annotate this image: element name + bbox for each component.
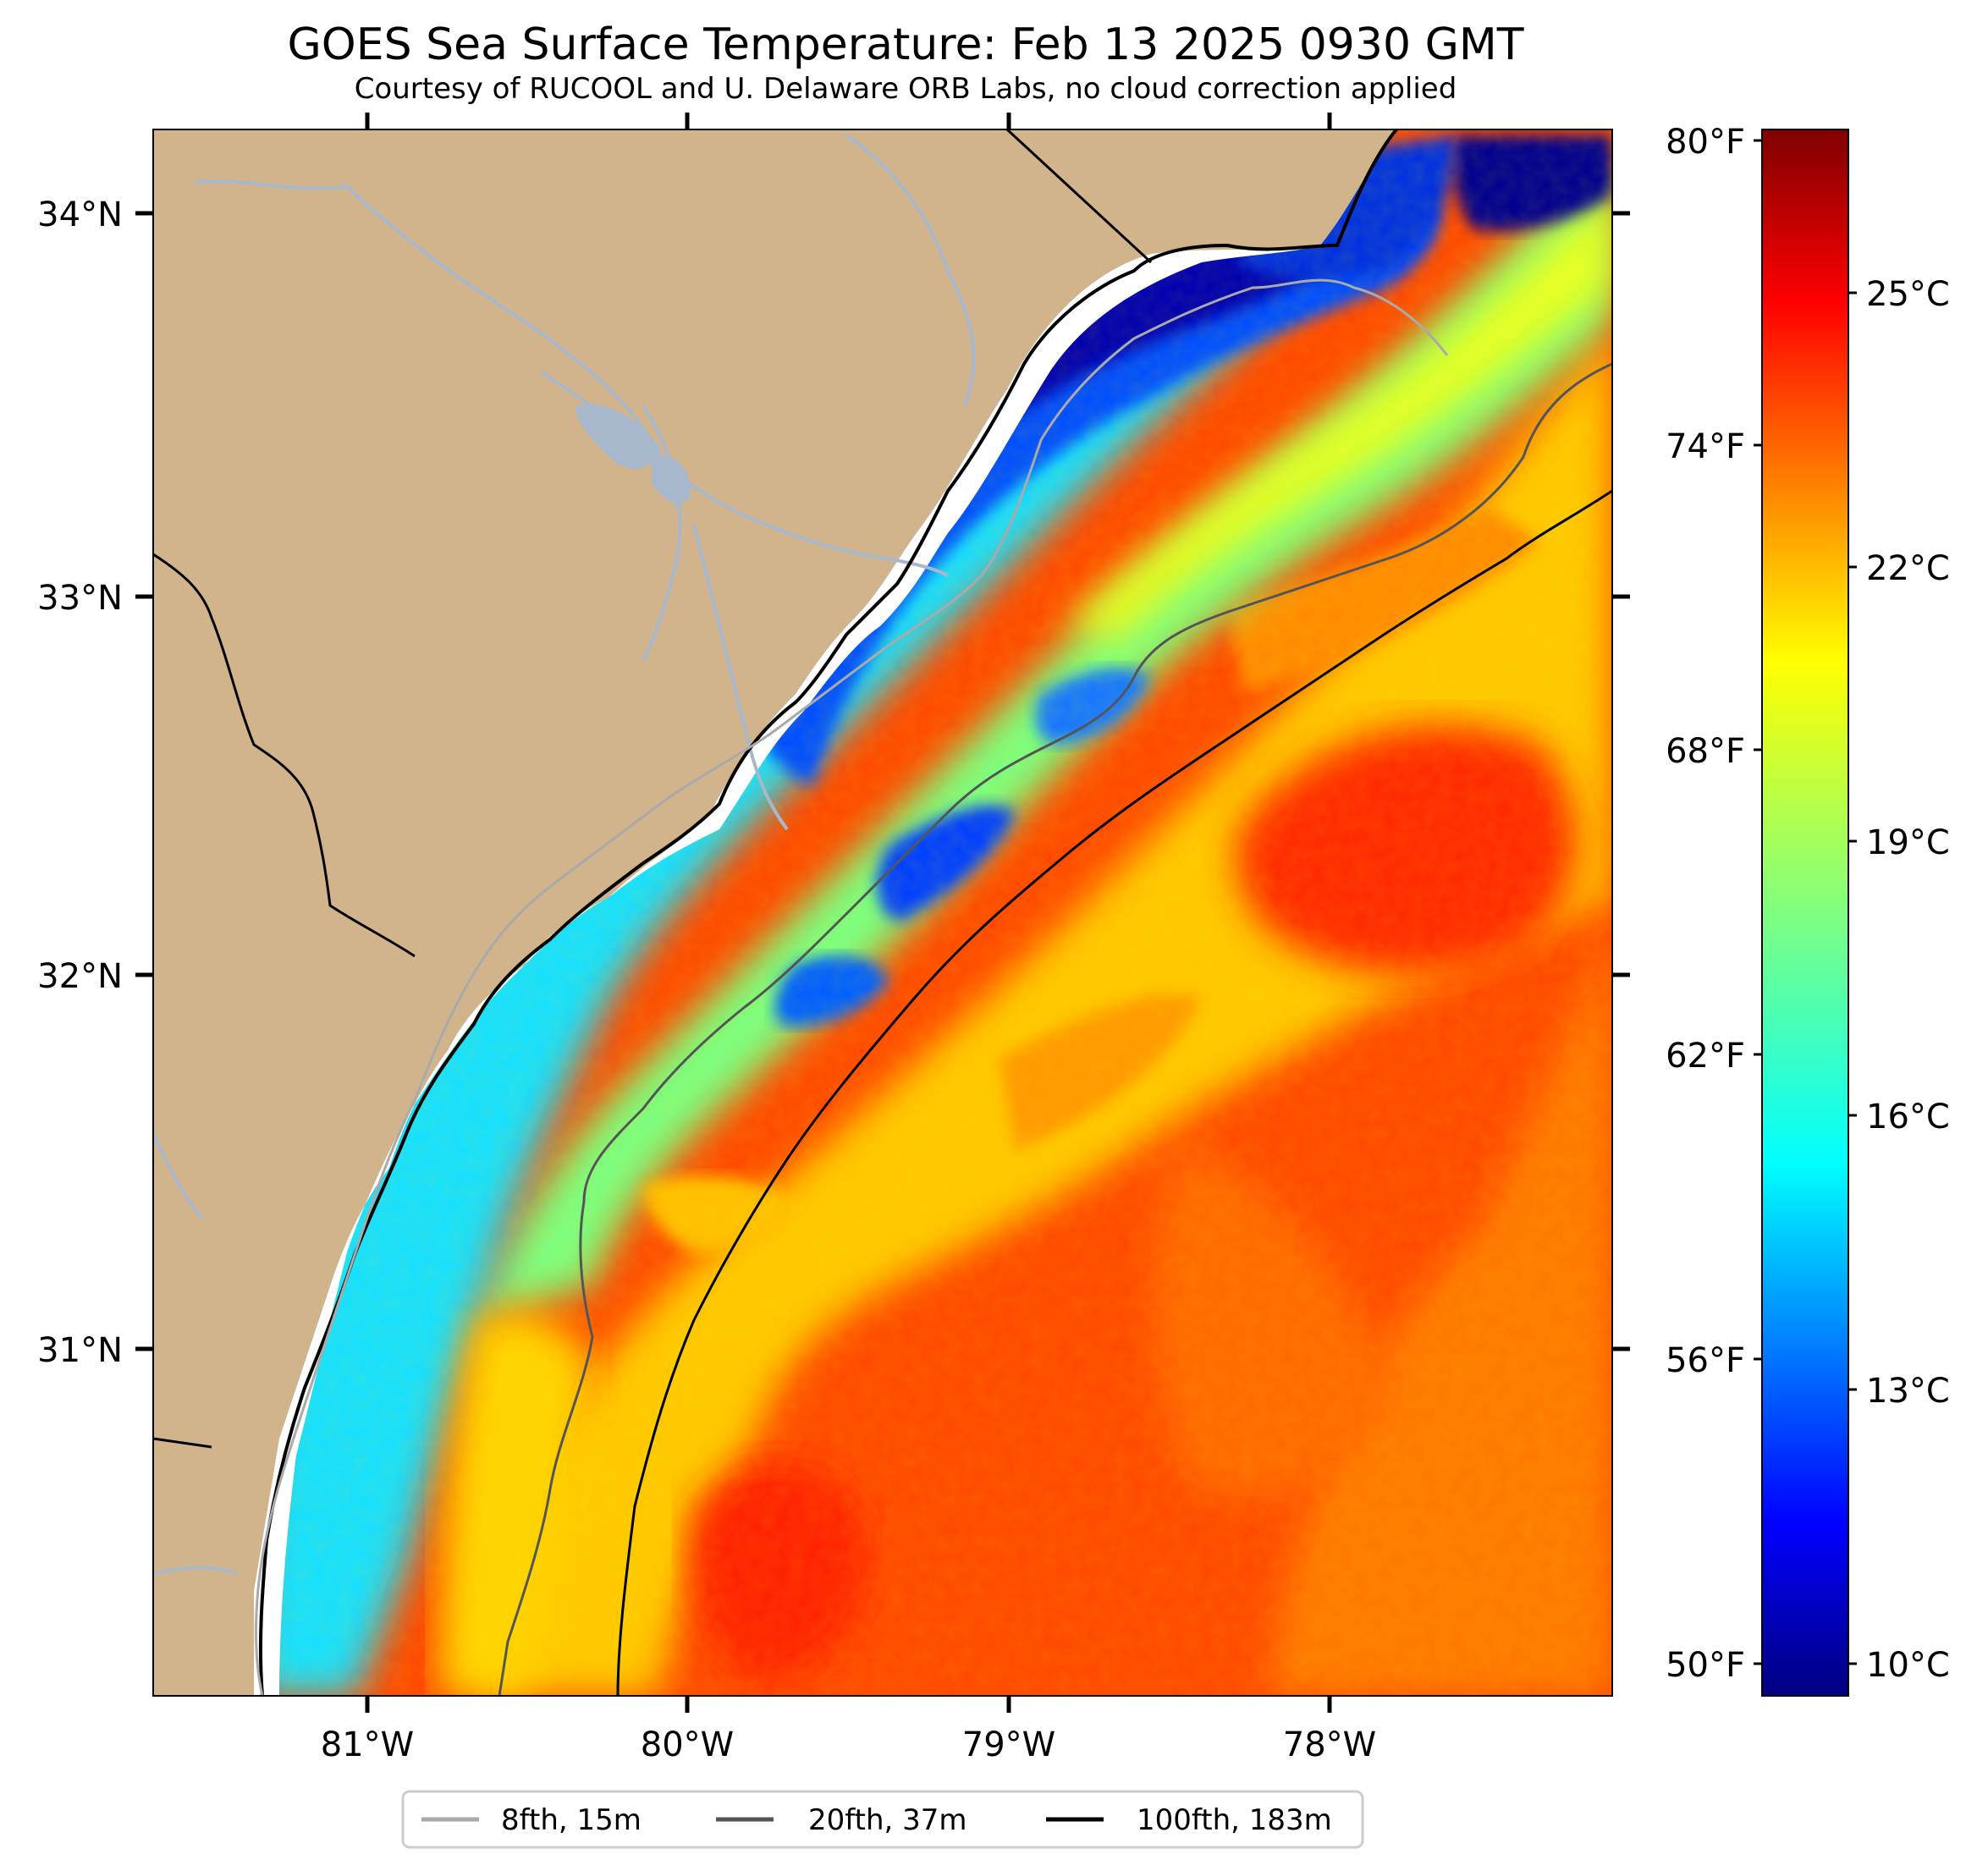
map-title: GOES Sea Surface Temperature: Feb 13 202… <box>287 19 1523 70</box>
state-borders <box>153 129 1153 1449</box>
lake-marion <box>575 404 660 469</box>
isobath-legend: 8fth, 15m 20fth, 37m 100fth, 183m <box>401 1790 1364 1849</box>
lon-label-78w: 78°W <box>1283 1725 1376 1764</box>
colorbar-label-56f: 56°F <box>1666 1341 1745 1380</box>
colorbar-label-10c: 10°C <box>1866 1646 1950 1685</box>
lon-axis <box>365 113 1332 1713</box>
colorbar-label-16c: 16°C <box>1866 1098 1950 1136</box>
lat-label-33n: 33°N <box>37 579 123 618</box>
lat-axis <box>135 211 1630 1351</box>
lat-label-31n: 31°N <box>37 1331 123 1370</box>
legend-label-8fth: 8fth, 15m <box>501 1803 642 1837</box>
colorbar-label-50f: 50°F <box>1666 1646 1745 1685</box>
lon-label-81w: 81°W <box>321 1725 414 1764</box>
lat-label-34n: 34°N <box>37 195 123 234</box>
lake-moultrie <box>652 455 691 503</box>
map-subtitle: Courtesy of RUCOOL and U. Delaware ORB L… <box>355 72 1457 106</box>
legend-label-100fth: 100fth, 183m <box>1137 1803 1332 1837</box>
colorbar-label-74f: 74°F <box>1666 427 1745 466</box>
lon-label-80w: 80°W <box>641 1725 734 1764</box>
lon-label-79w: 79°W <box>962 1725 1055 1764</box>
colorbar <box>1761 129 1849 1697</box>
legend-box <box>401 1790 1364 1849</box>
isobath-20fth <box>498 362 1612 1696</box>
colorbar-label-68f: 68°F <box>1666 732 1745 771</box>
colorbar-label-13c: 13°C <box>1866 1372 1950 1411</box>
map-area <box>153 129 1612 1696</box>
isobath-8fth <box>255 278 1449 1696</box>
colorbar-label-62f: 62°F <box>1666 1037 1745 1076</box>
colorbar-label-80f: 80°F <box>1666 123 1745 162</box>
lat-label-32n: 32°N <box>37 957 123 996</box>
colorbar-label-19c: 19°C <box>1866 823 1950 862</box>
colorbar-label-22c: 22°C <box>1866 549 1950 588</box>
colorbar-label-25c: 25°C <box>1866 275 1950 314</box>
map-frame <box>152 129 1613 1697</box>
colorbar-ticks <box>1754 139 1857 1665</box>
isobath-100fth <box>616 489 1612 1696</box>
land-mass <box>153 129 1396 1696</box>
legend-label-20fth: 20fth, 37m <box>808 1803 967 1837</box>
